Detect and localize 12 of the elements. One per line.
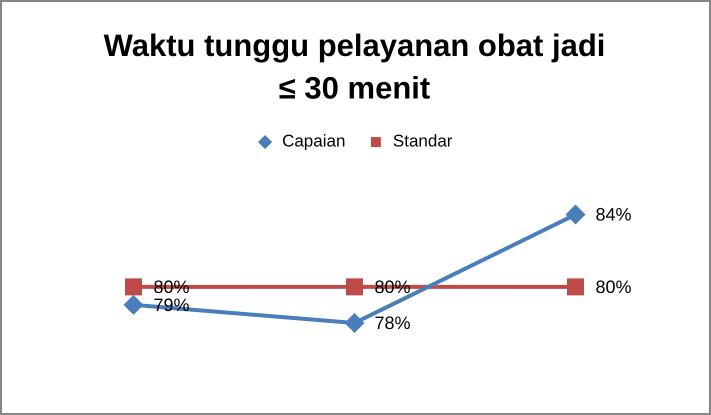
point (124, 294, 144, 315)
point (346, 278, 363, 296)
data-label: 84% (596, 204, 632, 225)
point (566, 204, 586, 225)
point (567, 278, 584, 296)
legend-label: Standar (392, 132, 453, 151)
data-label: 80% (596, 276, 632, 297)
legend-label: Capaian (282, 132, 346, 151)
data-label: 78% (374, 312, 411, 333)
point (344, 313, 364, 333)
point (125, 278, 142, 296)
chart-title: Waktu tunggu pelayanan obat jadi ≤ 30 menit (104, 28, 606, 106)
